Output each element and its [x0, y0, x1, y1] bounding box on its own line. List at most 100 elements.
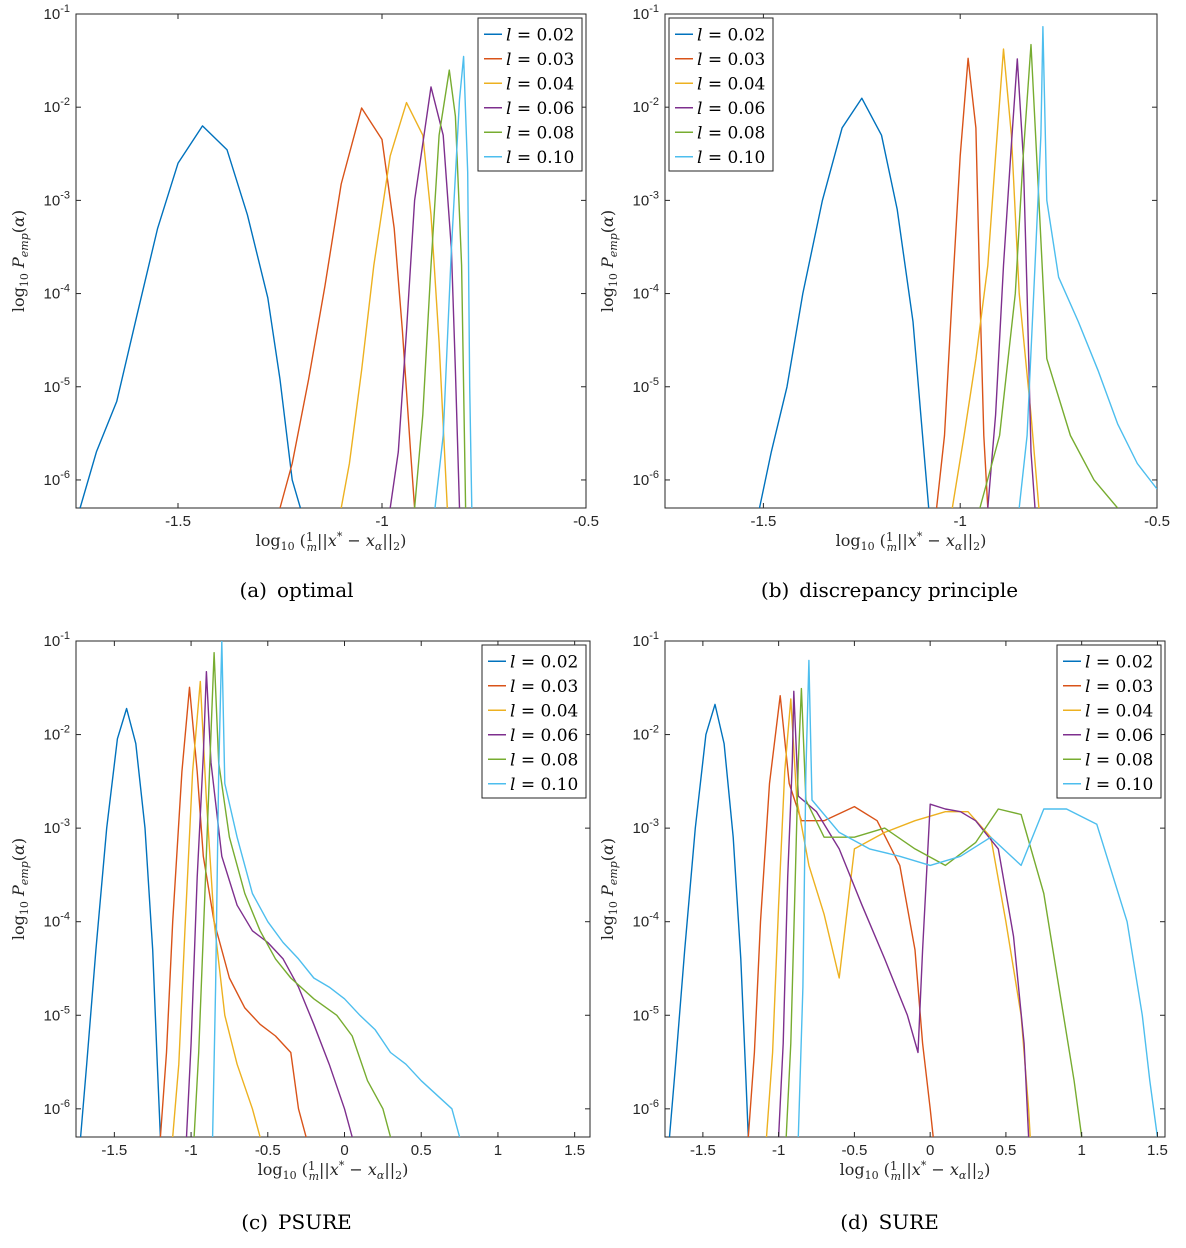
- x-tick-label: -1: [184, 1142, 197, 1159]
- x-axis-label: log10 (1 m||x* − xα||2): [836, 530, 987, 554]
- x-tick-label: -0.5: [1144, 513, 1170, 530]
- legend-label-1: l = 0.03: [506, 50, 574, 70]
- x-axis-label: log10 (1 m||x* − xα||2): [258, 1159, 409, 1183]
- legend-label-0: l = 0.02: [506, 25, 574, 45]
- y-axis-label: log10 Pemp(α): [598, 838, 620, 940]
- series-line-0: [758, 97, 930, 508]
- x-tick-label: 1: [1077, 1142, 1085, 1159]
- y-axis-label: log10 Pemp(α): [9, 838, 31, 940]
- legend-label-4: l = 0.08: [1085, 750, 1153, 770]
- legend-label-4: l = 0.08: [697, 123, 765, 143]
- caption-c: (c) PSURE: [241, 1210, 352, 1234]
- series-line-4: [413, 69, 467, 508]
- legend-label-3: l = 0.06: [506, 99, 574, 119]
- series-line-5: [211, 641, 461, 1137]
- x-tick-label: 1.5: [564, 1142, 585, 1159]
- x-tick-label: 0.5: [995, 1142, 1016, 1159]
- legend-label-3: l = 0.06: [697, 99, 765, 119]
- legend-label-5: l = 0.10: [1085, 775, 1153, 795]
- series-line-3: [987, 58, 1036, 508]
- series-line-5: [797, 659, 1159, 1137]
- series-group: [758, 26, 1157, 508]
- y-tick-label: 10-5: [44, 376, 70, 396]
- series-line-3: [389, 86, 461, 508]
- legend-label-5: l = 0.10: [697, 148, 765, 168]
- y-tick-label: 10-1: [633, 3, 659, 23]
- y-axis-label: log10 Pemp(α): [9, 210, 31, 312]
- y-tick-label: 10-2: [633, 724, 659, 744]
- x-tick-label: -1: [375, 513, 388, 530]
- y-tick-label: 10-2: [44, 724, 70, 744]
- y-tick-label: 10-1: [633, 630, 659, 650]
- legend-label-5: l = 0.10: [506, 148, 574, 168]
- panel-c: -1.5 -1 -0.5 0 0.5 1 1.5 10-6 10-5 10-4 10-3 10-2 10…: [0, 624, 593, 1248]
- series-line-4: [979, 43, 1119, 508]
- y-tick-label: 10-6: [633, 1098, 659, 1118]
- legend-box: [477, 17, 583, 172]
- series-group: [79, 641, 461, 1137]
- plot-a: -1.5 -1 -0.5 10-6 10-5 10-4 10-3 10-2 10-1 log10 …: [9, 3, 599, 554]
- series-line-5: [1018, 26, 1157, 508]
- legend-box: [481, 644, 587, 799]
- caption-a: (a) optimal: [239, 578, 354, 602]
- panel-d: -1.5 -1 -0.5 0 0.5 1 1.5 10-6 10-5 10-4 10-3 10-2 10…: [593, 624, 1186, 1248]
- legend-box: [1056, 644, 1162, 799]
- legend-label-2: l = 0.04: [510, 701, 578, 721]
- legend-label-1: l = 0.03: [697, 50, 765, 70]
- plot-c: -1.5 -1 -0.5 0 0.5 1 1.5 10-6 10-5 10-4 10-3 10-2 10…: [9, 630, 591, 1183]
- series-line-2: [340, 101, 448, 508]
- series-line-1: [935, 57, 989, 508]
- y-tick-label: 10-6: [633, 469, 659, 489]
- legend: l = 0.02 l = 0.03 l = 0.04 l = 0.06 l = 0.08…: [1056, 644, 1162, 799]
- y-axis-label: log10 Pemp(α): [598, 210, 620, 312]
- x-tick-label: 1.5: [1147, 1142, 1168, 1159]
- caption-d: (d) SURE: [840, 1210, 939, 1234]
- series-group: [668, 659, 1159, 1137]
- x-tick-label: -1.5: [101, 1142, 127, 1159]
- x-axis-label: log10 (1 m||x* − xα||2): [256, 530, 407, 554]
- series-line-2: [951, 48, 1040, 508]
- legend-label-3: l = 0.06: [1085, 726, 1153, 746]
- plot-d: -1.5 -1 -0.5 0 0.5 1 1.5 10-6 10-5 10-4 10-3 10-2 10…: [598, 630, 1168, 1183]
- x-tick-label: -0.5: [255, 1142, 281, 1159]
- y-tick-label: 10-4: [633, 911, 659, 931]
- legend-label-2: l = 0.04: [697, 74, 765, 94]
- legend: l = 0.02 l = 0.03 l = 0.04 l = 0.06 l = 0.08…: [477, 17, 583, 172]
- legend: l = 0.02 l = 0.03 l = 0.04 l = 0.06 l = 0.08…: [668, 17, 774, 172]
- x-tick-label: 0: [926, 1142, 934, 1159]
- legend-label-5: l = 0.10: [510, 775, 578, 795]
- y-tick-label: 10-4: [44, 283, 70, 303]
- legend-label-0: l = 0.02: [510, 652, 578, 672]
- series-line-0: [79, 125, 302, 508]
- x-tick-label: -0.5: [841, 1142, 867, 1159]
- series-line-2: [765, 698, 1031, 1137]
- caption-b: (b) discrepancy principle: [760, 578, 1019, 602]
- y-tick-label: 10-3: [633, 189, 659, 209]
- series-line-0: [668, 703, 749, 1137]
- y-tick-label: 10-1: [44, 3, 70, 23]
- x-tick-label: -1.5: [165, 513, 191, 530]
- y-tick-label: 10-5: [44, 1004, 70, 1024]
- x-tick-label: -1.5: [690, 1142, 716, 1159]
- y-tick-label: 10-6: [44, 469, 70, 489]
- legend: l = 0.02 l = 0.03 l = 0.04 l = 0.06 l = 0.08…: [481, 644, 587, 799]
- series-line-4: [193, 652, 392, 1137]
- x-axis-label: log10 (1 m||x* − xα||2): [840, 1159, 991, 1183]
- y-tick-label: 10-2: [44, 96, 70, 116]
- x-tick-label: 0.5: [411, 1142, 432, 1159]
- x-tick-label: -1: [954, 513, 967, 530]
- series-line-0: [79, 707, 162, 1137]
- y-tick-label: 10-5: [633, 1004, 659, 1024]
- series-line-4: [785, 687, 1083, 1137]
- legend-label-1: l = 0.03: [510, 677, 578, 697]
- legend-label-2: l = 0.04: [1085, 701, 1153, 721]
- panel-a: -1.5 -1 -0.5 10-6 10-5 10-4 10-3 10-2 10-1 log10 …: [0, 0, 599, 624]
- y-tick-label: 10-3: [633, 817, 659, 837]
- legend-label-0: l = 0.02: [1085, 652, 1153, 672]
- x-tick-label: 1: [494, 1142, 502, 1159]
- series-group: [79, 55, 473, 508]
- panel-b: -1.5 -1 -0.5 10-6 10-5 10-4 10-3 10-2 10-1 log10 …: [593, 0, 1186, 624]
- series-line-3: [777, 690, 1030, 1137]
- y-tick-label: 10-6: [44, 1098, 70, 1118]
- series-line-2: [172, 680, 261, 1137]
